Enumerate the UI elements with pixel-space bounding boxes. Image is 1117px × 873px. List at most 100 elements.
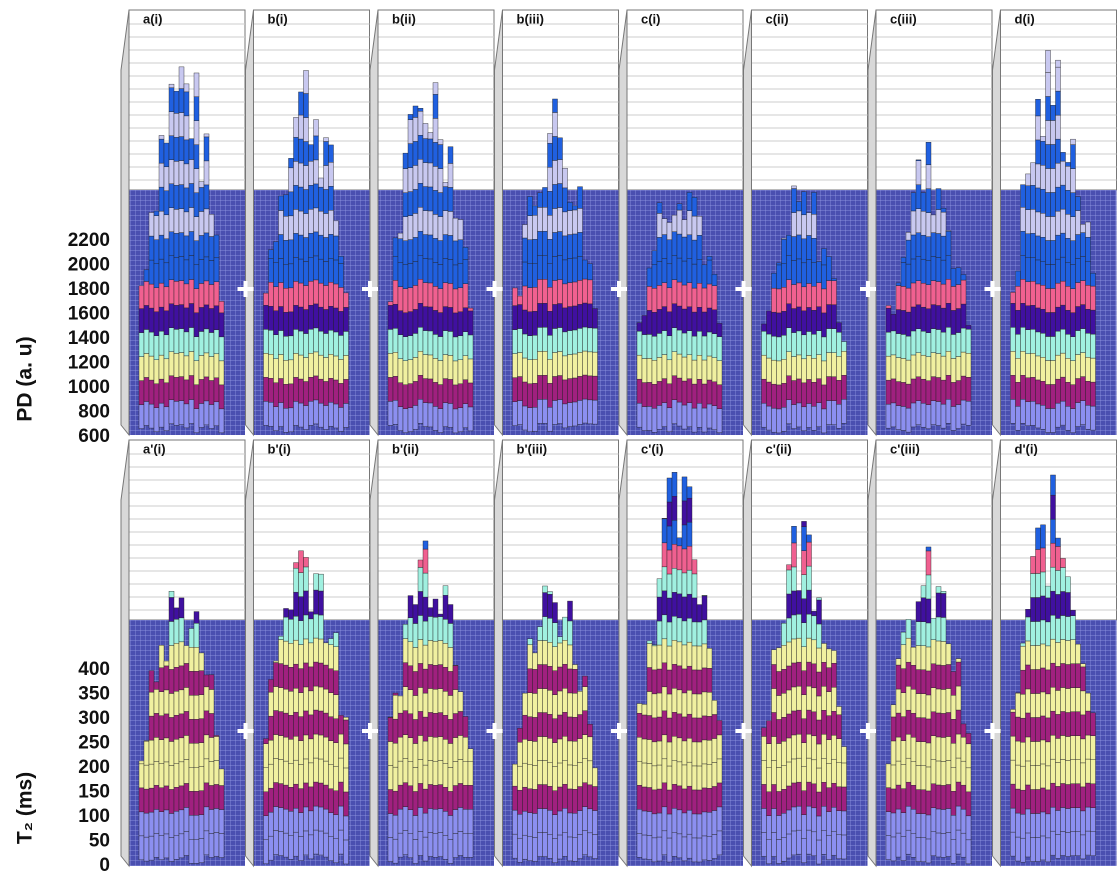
surface-facet — [921, 259, 926, 283]
surface-facet — [428, 832, 433, 856]
surface-facet — [1061, 687, 1066, 711]
surface-facet — [702, 360, 707, 384]
surface-facet — [702, 716, 707, 740]
surface-facet — [164, 359, 169, 383]
surface-facet — [1041, 668, 1046, 692]
surface-facet — [433, 238, 438, 262]
surface-facet — [1021, 303, 1026, 327]
surface-facet — [523, 811, 528, 835]
surface-facet — [936, 234, 941, 258]
surface-facet — [692, 814, 697, 838]
surface-facet — [423, 669, 428, 693]
surface-facet — [558, 400, 563, 424]
surface-facet — [428, 307, 433, 331]
panel: d(i) — [985, 10, 1117, 435]
surface-facet — [418, 159, 423, 183]
surface-facet — [159, 764, 164, 788]
surface-facet — [174, 377, 179, 401]
surface-facet — [792, 639, 797, 663]
surface-facet — [219, 301, 224, 312]
surface-facet — [1066, 358, 1071, 382]
surface-facet — [179, 305, 184, 329]
surface-facet — [652, 645, 657, 646]
surface-facet — [553, 208, 558, 232]
surface-facet — [1066, 689, 1071, 713]
surface-facet — [329, 645, 334, 669]
surface-facet — [657, 669, 662, 693]
surface-facet — [717, 759, 722, 783]
surface-facet — [817, 403, 822, 427]
surface-facet — [667, 408, 672, 432]
surface-facet — [702, 312, 707, 336]
surface-facet — [1086, 261, 1091, 285]
surface-facet — [548, 383, 553, 407]
surface-facet — [802, 671, 807, 695]
surface-facet — [154, 713, 159, 737]
surface-facet — [284, 809, 289, 833]
surface-facet — [926, 647, 931, 671]
surface-facet — [777, 385, 782, 409]
surface-facet — [274, 735, 279, 759]
surface-facet — [184, 164, 189, 188]
surface-facet — [762, 324, 767, 331]
surface-facet — [403, 169, 408, 193]
surface-facet — [428, 331, 433, 355]
surface-facet — [657, 405, 662, 429]
surface-facet — [1091, 286, 1096, 310]
surface-facet — [1066, 665, 1071, 689]
panel-side-wall — [619, 10, 627, 435]
surface-facet — [568, 601, 573, 621]
surface-facet — [1041, 309, 1046, 333]
surface-facet — [294, 401, 299, 425]
surface-facet — [797, 211, 802, 235]
surface-facet — [304, 70, 309, 93]
surface-facet — [408, 690, 413, 714]
surface-facet — [513, 764, 518, 786]
surface-facet — [319, 807, 324, 831]
surface-facet — [926, 405, 931, 429]
surface-facet — [1016, 286, 1021, 310]
surface-facet — [533, 717, 538, 741]
surface-facet — [1056, 762, 1061, 786]
surface-facet — [164, 810, 169, 834]
surface-facet — [299, 355, 304, 379]
surface-facet — [568, 259, 573, 283]
surface-facet — [204, 185, 209, 209]
surface-facet — [906, 336, 911, 360]
surface-facet — [319, 235, 324, 259]
surface-facet — [463, 308, 468, 332]
surface-facet — [264, 840, 269, 864]
surface-facet — [438, 265, 443, 289]
surface-facet — [289, 610, 294, 619]
cross-v — [617, 723, 621, 739]
surface-facet — [289, 360, 294, 384]
surface-facet — [697, 379, 702, 403]
surface-facet — [164, 714, 169, 738]
surface-facet — [443, 379, 448, 403]
surface-facet — [309, 305, 314, 329]
surface-facet — [528, 645, 533, 669]
surface-facet — [652, 814, 657, 838]
surface-facet — [179, 642, 184, 666]
surface-facet — [154, 737, 159, 761]
surface-facet — [1046, 742, 1051, 766]
surface-facet — [284, 713, 289, 737]
surface-facet — [837, 404, 842, 428]
surface-facet — [329, 306, 334, 330]
surface-facet — [657, 333, 662, 357]
surface-facet — [523, 835, 528, 859]
surface-facet — [717, 721, 722, 735]
surface-facet — [1051, 384, 1056, 408]
surface-facet — [164, 287, 169, 311]
surface-facet — [543, 187, 548, 207]
surface-facet — [553, 232, 558, 256]
surface-facet — [548, 618, 553, 642]
surface-facet — [558, 763, 563, 787]
surface-facet — [433, 833, 438, 857]
surface-facet — [583, 687, 588, 711]
surface-facet — [891, 765, 896, 789]
surface-facet — [453, 714, 458, 738]
surface-facet — [518, 353, 523, 377]
surface-facet — [159, 187, 164, 211]
surface-facet — [1036, 164, 1041, 188]
